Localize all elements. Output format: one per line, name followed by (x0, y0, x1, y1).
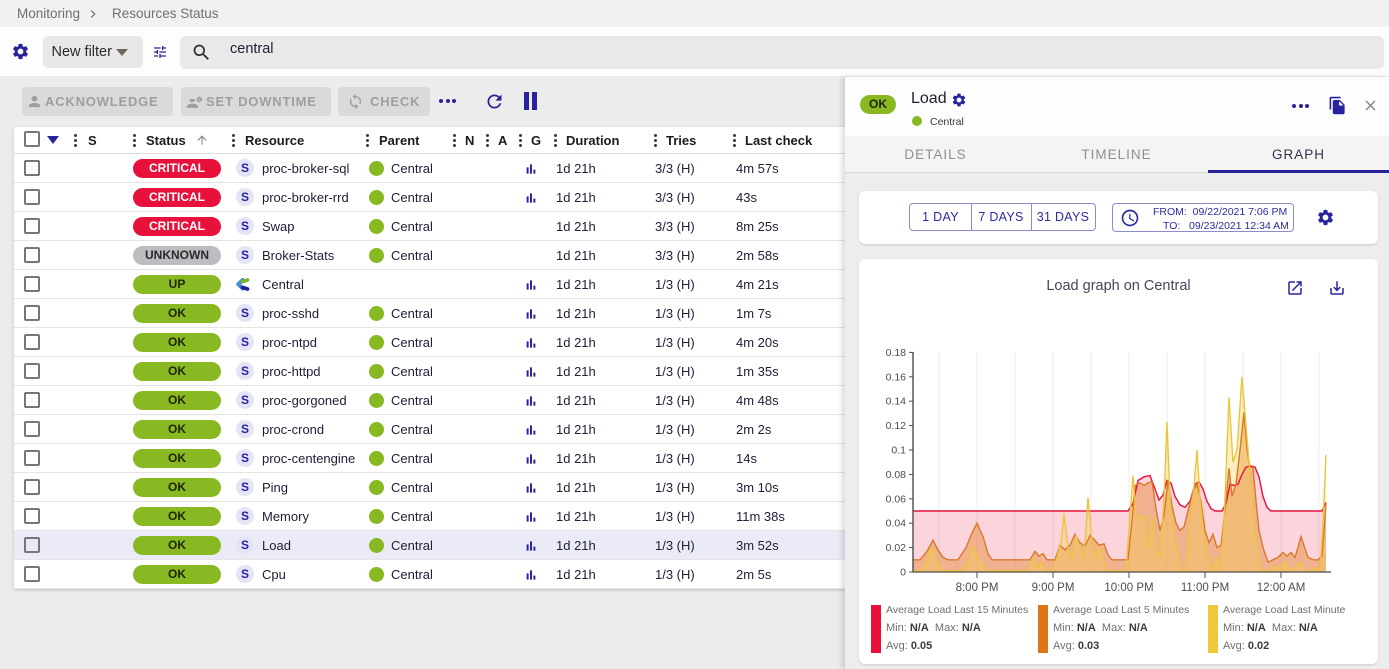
svg-text:0.06: 0.06 (886, 493, 907, 505)
svg-text:0.08: 0.08 (886, 469, 907, 481)
svg-text:0: 0 (900, 567, 906, 579)
svg-text:0.12: 0.12 (886, 420, 907, 432)
svg-text:0.16: 0.16 (886, 371, 907, 383)
svg-text:0.14: 0.14 (886, 396, 907, 408)
svg-text:0.18: 0.18 (886, 347, 907, 359)
svg-text:8:00 PM: 8:00 PM (956, 582, 999, 594)
svg-text:0.02: 0.02 (886, 542, 907, 554)
svg-text:10:00 PM: 10:00 PM (1104, 582, 1153, 594)
svg-text:0.04: 0.04 (886, 518, 907, 530)
svg-text:9:00 PM: 9:00 PM (1032, 582, 1075, 594)
svg-text:0.1: 0.1 (891, 445, 906, 457)
svg-text:11:00 PM: 11:00 PM (1181, 582, 1229, 594)
svg-text:12:00 AM: 12:00 AM (1257, 582, 1306, 594)
